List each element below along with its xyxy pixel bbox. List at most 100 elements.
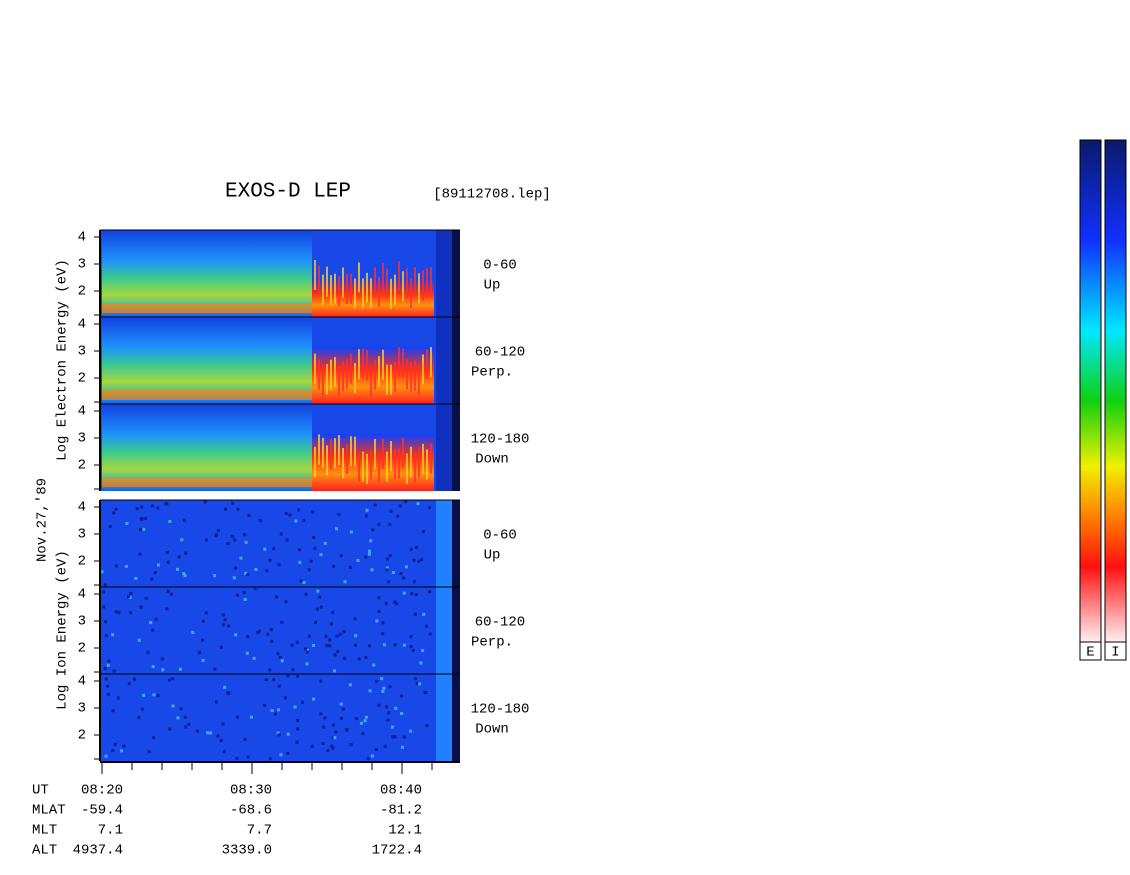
spectrogram-noise xyxy=(409,729,413,733)
spectrogram-noise xyxy=(153,571,157,575)
spectrogram-noise xyxy=(298,560,302,564)
spectrogram-stripe xyxy=(334,273,336,304)
spectrogram-stripe xyxy=(374,267,376,298)
spectrogram-stripe xyxy=(366,453,368,484)
spectrogram-noise xyxy=(333,736,337,740)
spectrogram-noise xyxy=(402,591,406,595)
spectrogram-noise xyxy=(395,602,399,606)
spectrogram-noise xyxy=(386,718,390,722)
spectrogram-noise xyxy=(106,692,110,696)
spectrogram-noise xyxy=(235,756,239,760)
spectrogram-noise xyxy=(298,548,302,552)
spectrogram-stripe xyxy=(422,270,424,301)
spectrogram-stripe xyxy=(370,278,372,309)
row-value: 08:20 xyxy=(81,783,123,799)
spectrogram-noise xyxy=(342,630,346,634)
spectrogram-noise xyxy=(230,534,234,538)
y-tick-label: 4 xyxy=(78,500,86,516)
spectrogram-stripe xyxy=(402,271,404,302)
spectrogram-noise xyxy=(263,547,267,551)
spectrogram-noise xyxy=(268,668,272,672)
spectrogram-noise xyxy=(254,567,258,571)
spectrogram-noise xyxy=(324,634,328,638)
spectrogram-noise xyxy=(269,757,273,761)
y-tick-label: 4 xyxy=(78,404,86,420)
spectrogram-noise xyxy=(221,623,225,627)
spectrogram-band xyxy=(312,347,434,404)
spectrogram-noise xyxy=(354,643,358,647)
spectrogram-noise xyxy=(184,551,188,555)
spectrogram-noise xyxy=(372,663,376,667)
spectrogram-noise xyxy=(243,533,247,537)
spectrogram-noise xyxy=(331,736,335,740)
spectrogram-stripe xyxy=(426,449,428,480)
spectrogram-noise xyxy=(386,557,390,561)
row-value: 12.1 xyxy=(388,823,422,839)
spectrogram-band xyxy=(102,404,312,491)
spectrogram-noise xyxy=(236,507,240,511)
spectrogram-noise xyxy=(168,520,172,524)
spectrogram-noise xyxy=(409,547,413,551)
spectrogram-noise xyxy=(277,708,281,712)
spectrogram-noise xyxy=(309,559,313,563)
spectrogram-noise xyxy=(134,576,138,580)
spectrogram-noise xyxy=(391,735,395,739)
spectrogram-noise xyxy=(388,554,392,558)
spectrogram-stripe xyxy=(414,360,416,391)
spectrogram-noise xyxy=(183,715,187,719)
spectrogram-noise xyxy=(112,511,116,515)
spectrogram-stripe xyxy=(326,364,328,395)
spectrogram-noise xyxy=(307,568,311,572)
spectrogram-noise xyxy=(385,705,389,709)
spectrogram-stripe xyxy=(358,451,360,482)
spectrogram-background xyxy=(100,587,460,674)
spectrogram-noise xyxy=(338,632,342,636)
spectrogram-noise xyxy=(183,574,187,578)
spectrogram-noise xyxy=(337,512,341,516)
spectrogram-band xyxy=(102,303,312,313)
spectrogram-noise xyxy=(374,748,378,752)
spectrogram-stripe xyxy=(410,278,412,309)
spectrogram-noise xyxy=(246,635,250,639)
spectrogram-noise xyxy=(296,718,300,722)
electron-axis-label: Log Electron Energy (eV) xyxy=(55,259,71,461)
spectrogram-noise xyxy=(387,711,391,715)
spectrogram-noise xyxy=(322,725,326,729)
spectrogram-noise xyxy=(333,653,337,657)
spectrogram-noise xyxy=(165,607,169,611)
spectrogram-noise xyxy=(323,541,327,545)
spectrogram-noise xyxy=(102,590,106,594)
spectrogram-noise xyxy=(140,517,144,521)
spectrogram-noise xyxy=(147,750,151,754)
y-tick-label: 4 xyxy=(78,230,86,246)
spectrogram-noise xyxy=(191,630,195,634)
spectrogram-noise xyxy=(332,564,336,568)
spectrogram-noise xyxy=(278,655,282,659)
row-value: 3339.0 xyxy=(222,843,272,859)
y-tick-label: 2 xyxy=(78,641,86,657)
spectrogram-stripe xyxy=(406,453,408,484)
spectrogram-noise xyxy=(326,749,330,753)
spectrogram-stripe xyxy=(338,365,340,396)
spectrogram-stripe xyxy=(418,273,420,304)
spectrogram-noise xyxy=(166,589,170,593)
spectrogram-noise xyxy=(206,731,210,735)
spectrogram-noise xyxy=(307,634,311,638)
spectrogram-stripe xyxy=(366,350,368,381)
spectrogram-stripe xyxy=(406,268,408,299)
spectrogram-noise xyxy=(328,644,332,648)
spectrogram-noise xyxy=(414,677,418,681)
spectrogram-noise xyxy=(315,607,319,611)
spectrogram-noise xyxy=(104,620,108,624)
spectrogram-noise xyxy=(349,530,353,534)
spectrogram-noise xyxy=(399,694,403,698)
spectrogram-noise xyxy=(151,665,155,669)
spectrogram-noise xyxy=(151,504,155,508)
spectrogram-noise xyxy=(246,755,250,759)
spectrogram-noise xyxy=(114,610,118,614)
spectrogram-noise xyxy=(239,556,243,560)
spectrogram-stripe xyxy=(390,278,392,309)
spectrogram-noise xyxy=(295,740,299,744)
spectrogram-noise xyxy=(329,622,333,626)
spectrogram-noise xyxy=(425,624,429,628)
